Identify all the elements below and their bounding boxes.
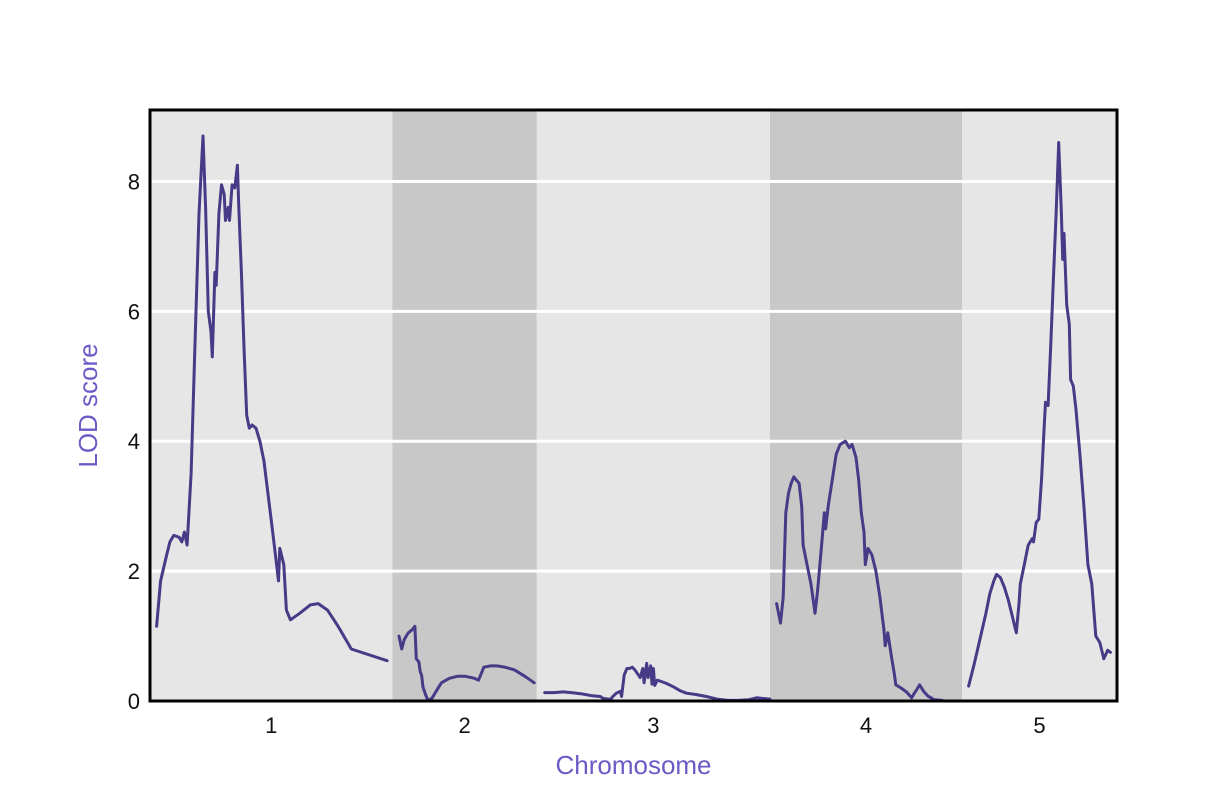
lod-line-segment-chr3 — [543, 661, 772, 702]
plot-frame — [148, 108, 1119, 703]
y-axis-title: LOD score — [73, 343, 103, 467]
lod-line-segment-chr5 — [967, 141, 1112, 688]
x-tick-label: 2 — [458, 713, 470, 738]
x-axis-ticks: 1 2 3 4 5 — [265, 713, 1046, 738]
y-tick-label: 8 — [128, 169, 140, 194]
x-axis-title: Chromosome — [555, 750, 711, 780]
x-tick-label: 5 — [1033, 713, 1045, 738]
chromosome-panel-1 — [150, 110, 393, 701]
lod-line-segment-chr1 — [155, 134, 389, 663]
y-tick-label: 4 — [128, 429, 140, 454]
chromosome-panel-3 — [536, 110, 770, 701]
y-tick-label: 6 — [128, 299, 140, 324]
chromosome-shading — [150, 110, 1117, 701]
x-tick-label: 4 — [860, 713, 872, 738]
y-tick-label: 0 — [128, 689, 140, 714]
lod-series — [155, 134, 1112, 703]
y-axis-ticks: 0 2 4 6 8 — [128, 169, 140, 714]
y-tick-label: 2 — [128, 559, 140, 584]
x-tick-label: 1 — [265, 713, 277, 738]
grid-lines — [150, 179, 1117, 573]
lod-line-segment-chr4 — [775, 439, 944, 702]
chromosome-panel-2 — [392, 110, 537, 701]
chromosome-panel-4 — [769, 110, 963, 701]
x-tick-label: 3 — [647, 713, 659, 738]
lod-line-segment-chr2 — [397, 624, 536, 703]
